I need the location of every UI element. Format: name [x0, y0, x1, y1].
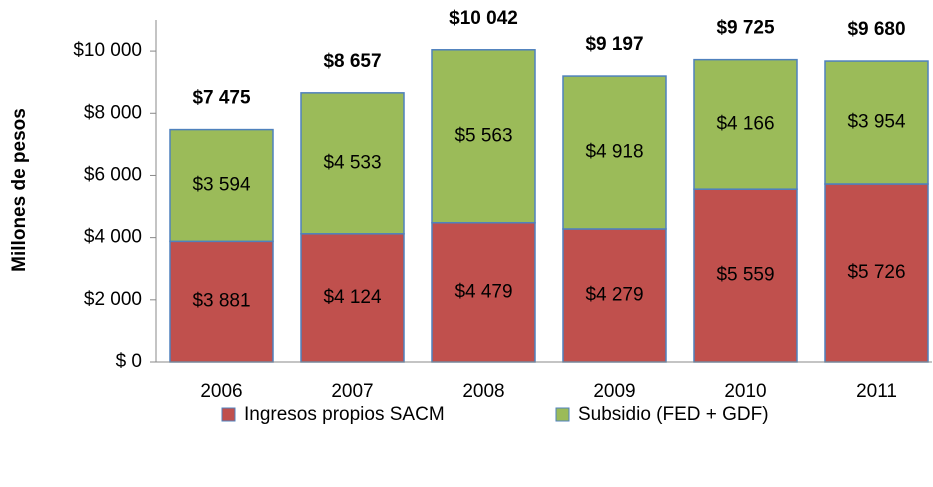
bar-segment — [169, 128, 274, 243]
y-tick-label: $10 000 — [73, 40, 142, 61]
bar-segment — [300, 92, 405, 235]
x-tick-label: 2011 — [856, 381, 897, 402]
x-tick-label: 2006 — [200, 381, 242, 402]
bar-segment — [431, 221, 536, 363]
total-label: $9 725 — [716, 18, 775, 39]
y-tick-label: $ 0 — [116, 351, 142, 372]
x-tick-label: 2010 — [724, 381, 766, 402]
value-label: $4 124 — [323, 287, 382, 308]
x-tick-label: 2007 — [331, 381, 373, 402]
total-label: $9 680 — [847, 19, 905, 40]
y-axis-title: Millones de pesos — [9, 108, 30, 272]
total-label: $7 475 — [192, 88, 251, 109]
value-label: $3 881 — [192, 291, 250, 312]
x-tick-label: 2009 — [593, 381, 635, 402]
y-tick-label: $4 000 — [84, 227, 142, 248]
bar-segment — [431, 49, 536, 224]
total-label: $8 657 — [323, 51, 381, 72]
y-tick-label: $6 000 — [84, 164, 142, 185]
bar-segment — [562, 228, 667, 363]
value-label: $5 559 — [716, 265, 774, 286]
value-label: $5 563 — [454, 125, 512, 146]
value-label: $4 918 — [585, 142, 643, 163]
value-label: $5 726 — [847, 262, 905, 283]
y-tick-label: $8 000 — [84, 102, 142, 123]
value-label: $4 166 — [716, 113, 774, 134]
legend-swatch — [555, 407, 570, 422]
y-tick-label: $2 000 — [84, 289, 142, 310]
bar-segment — [693, 188, 798, 363]
legend-swatch — [221, 407, 236, 422]
legend-label: Subsidio (FED + GDF) — [578, 404, 769, 425]
bar-segment — [562, 75, 667, 230]
bar-segment — [824, 60, 929, 185]
value-label: $4 279 — [585, 284, 643, 305]
legend-label: Ingresos propios SACM — [244, 404, 445, 425]
x-tick-label: 2008 — [462, 381, 504, 402]
total-label: $10 042 — [449, 8, 518, 29]
bar-segment — [824, 183, 929, 363]
value-label: $4 533 — [323, 152, 381, 173]
value-label: $4 479 — [454, 281, 512, 302]
bar-segment — [300, 233, 405, 363]
total-label: $9 197 — [585, 34, 643, 55]
bar-segment — [693, 58, 798, 190]
value-label: $3 594 — [192, 174, 251, 195]
value-label: $3 954 — [847, 112, 906, 133]
